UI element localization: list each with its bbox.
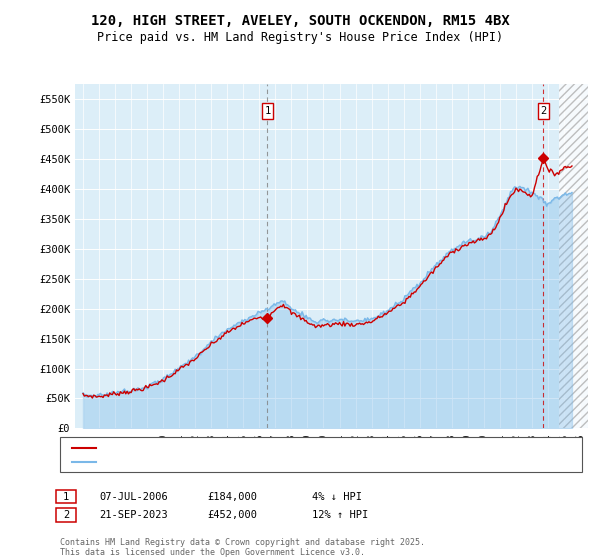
Text: Price paid vs. HM Land Registry's House Price Index (HPI): Price paid vs. HM Land Registry's House … <box>97 31 503 44</box>
Text: Contains HM Land Registry data © Crown copyright and database right 2025.
This d: Contains HM Land Registry data © Crown c… <box>60 538 425 557</box>
Text: 1: 1 <box>264 106 271 116</box>
Text: 2: 2 <box>541 106 547 116</box>
Text: 120, HIGH STREET, AVELEY, SOUTH OCKENDON, RM15 4BX: 120, HIGH STREET, AVELEY, SOUTH OCKENDON… <box>91 14 509 28</box>
Text: £184,000: £184,000 <box>207 492 257 502</box>
Text: 2: 2 <box>63 510 69 520</box>
Text: 12% ↑ HPI: 12% ↑ HPI <box>312 510 368 520</box>
Text: 120, HIGH STREET, AVELEY, SOUTH OCKENDON, RM15 4BX (semi-detached house): 120, HIGH STREET, AVELEY, SOUTH OCKENDON… <box>101 444 515 452</box>
Text: 4% ↓ HPI: 4% ↓ HPI <box>312 492 362 502</box>
Text: 21-SEP-2023: 21-SEP-2023 <box>99 510 168 520</box>
Bar <box>559 69 588 428</box>
Text: £452,000: £452,000 <box>207 510 257 520</box>
Text: 1: 1 <box>63 492 69 502</box>
Text: HPI: Average price, semi-detached house, Thurrock: HPI: Average price, semi-detached house,… <box>101 458 383 466</box>
Text: 07-JUL-2006: 07-JUL-2006 <box>99 492 168 502</box>
